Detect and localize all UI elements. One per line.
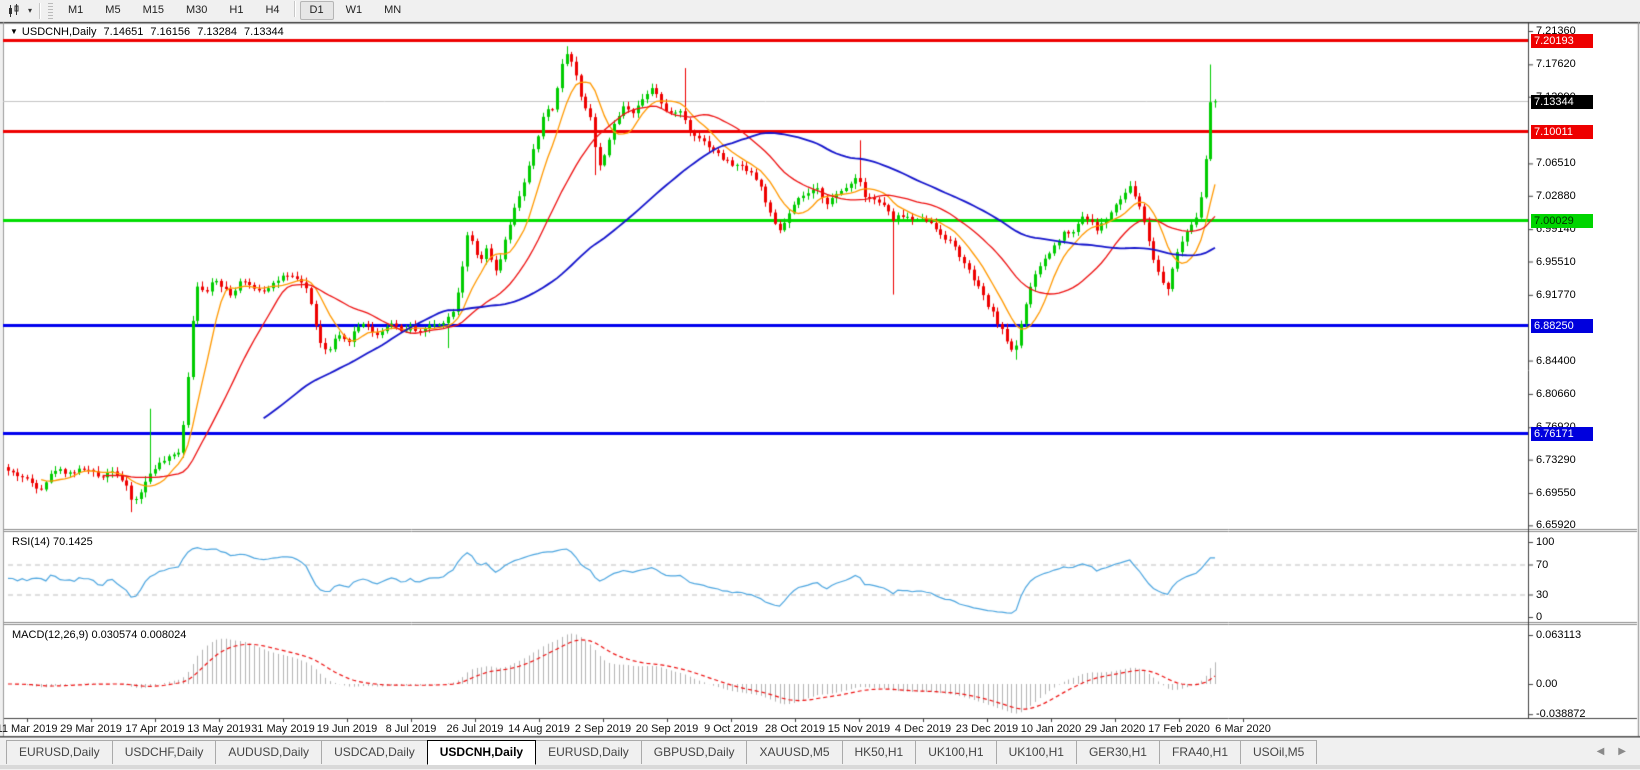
date-tick-label: 19 Jun 2019 [316, 723, 378, 735]
timeframe-button-h4[interactable]: H4 [265, 4, 280, 16]
date-tick-label: 29 Jan 2020 [1084, 723, 1146, 735]
tab-ger30-h1[interactable]: GER30,H1 [1075, 740, 1160, 764]
price-tick-label: 6.69550 [1536, 486, 1576, 499]
timeframe-button-w1[interactable]: W1 [345, 4, 363, 16]
tab-uk100-h1[interactable]: UK100,H1 [915, 740, 997, 764]
rsi-tick-label: 100 [1536, 536, 1555, 548]
price-tick-label: 6.91770 [1536, 288, 1576, 301]
candlestick-cursor-icon[interactable] [4, 2, 24, 19]
timeframe-toolbar: ▾ M1 M5 M15 M30 H1 H4 D1 W1 MN [0, 0, 1640, 22]
resistance-line-tag: 7.20193 [1531, 34, 1593, 49]
date-tick-label: 31 May 2019 [251, 723, 315, 735]
tab-hk50-h1[interactable]: HK50,H1 [841, 740, 917, 764]
tab-audusd-daily[interactable]: AUDUSD,Daily [215, 740, 323, 764]
date-tick-label: 8 Jul 2019 [385, 723, 437, 735]
ohlc-high: 7.16156 [150, 26, 191, 38]
tab-fra40-h1[interactable]: FRA40,H1 [1158, 740, 1242, 764]
rsi-tick-label: 0 [1536, 611, 1543, 623]
price-tick-label: 7.21360 [1536, 25, 1576, 37]
price-tick-label: 6.65920 [1536, 519, 1576, 532]
date-tick-label: 17 Feb 2020 [1148, 723, 1210, 735]
date-tick-label: 2 Sep 2019 [574, 723, 632, 735]
support-line-tag: 6.88250 [1531, 319, 1593, 334]
tab-uk100-h1[interactable]: UK100,H1 [995, 740, 1077, 764]
date-tick-label: 15 Nov 2019 [827, 723, 891, 735]
toolbar-separator [39, 2, 41, 19]
tab-scroll-left-icon[interactable]: ◀ [1596, 746, 1605, 757]
chart-collapse-icon[interactable]: ▼ [10, 27, 18, 36]
price-tick-label: 6.73290 [1536, 453, 1576, 466]
toolbar-grip-handle[interactable] [48, 2, 53, 19]
price-tick-label: 6.84400 [1536, 354, 1576, 367]
chevron-down-icon[interactable]: ▾ [27, 6, 32, 15]
ohlc-open: 7.14651 [103, 26, 144, 38]
tab-usoil-m5[interactable]: USOil,M5 [1240, 740, 1318, 764]
date-tick-label: 28 Oct 2019 [765, 723, 825, 735]
tab-usdcnh-daily[interactable]: USDCNH,Daily [426, 740, 537, 765]
tab-scroll-arrows: ◀ ▶ [1597, 746, 1626, 757]
ohlc-low: 7.13284 [197, 26, 237, 38]
timeframe-buttons: M1 M5 M15 M30 H1 H4 D1 W1 MN [57, 1, 412, 20]
toolbar-separator [293, 1, 296, 17]
chart-tabs: EURUSD,Daily USDCHF,Daily AUDUSD,Daily USDC… [6, 740, 1318, 765]
timeframe-button-m1[interactable]: M1 [68, 4, 84, 16]
tab-xauusd-m5[interactable]: XAUUSD,M5 [746, 740, 843, 764]
timeframe-button-m30[interactable]: M30 [185, 4, 208, 16]
timeframe-button-mn[interactable]: MN [384, 4, 402, 16]
date-tick-label: 9 Oct 2019 [704, 723, 758, 735]
rsi-tick-label: 70 [1536, 558, 1549, 571]
rsi-tick-label: 30 [1536, 588, 1549, 601]
pivot-line-tag: 7.00029 [1531, 214, 1593, 229]
price-tick-label: 7.17620 [1536, 58, 1576, 71]
date-tick-label: 23 Dec 2019 [955, 723, 1019, 735]
date-tick-label: 26 Jul 2019 [446, 723, 504, 735]
tab-eurusd-daily[interactable]: EURUSD,Daily [6, 740, 113, 764]
date-tick-label: 17 Apr 2019 [125, 723, 185, 735]
date-tick-label: 14 Aug 2019 [508, 723, 570, 735]
macd-tick-label: 0.00 [1536, 678, 1558, 690]
macd-tick-label: 0.063113 [1536, 629, 1582, 641]
timeframe-button-d1[interactable]: D1 [299, 1, 334, 20]
date-tick-label: 20 Sep 2019 [635, 723, 699, 735]
price-tick-label: 7.02880 [1536, 189, 1576, 202]
date-tick-label: 10 Jan 2020 [1020, 723, 1082, 735]
price-tick-label: 6.95510 [1536, 255, 1576, 268]
date-tick-label: 11 Mar 2019 [0, 723, 58, 735]
tab-gbpusd-daily[interactable]: GBPUSD,Daily [640, 740, 748, 764]
ohlc-close: 7.13344 [244, 26, 284, 38]
timeframe-button-m5[interactable]: M5 [105, 4, 121, 16]
tab-usdcad-daily[interactable]: USDCAD,Daily [321, 740, 428, 764]
date-tick-label: 4 Dec 2019 [894, 723, 952, 735]
chart-title: USDCNH,Daily [21, 26, 97, 38]
resistance-line-tag: 7.10011 [1531, 125, 1593, 140]
timeframe-button-h1[interactable]: H1 [229, 4, 244, 16]
tab-scroll-right-icon[interactable]: ▶ [1618, 746, 1626, 757]
macd-tick-label: -0.038872 [1536, 708, 1586, 720]
macd-label: MACD(12,26,9) 0.030574 0.008024 [12, 629, 187, 641]
bid-price-line-tag: 7.13344 [1531, 95, 1593, 110]
price-tick-label: 7.06510 [1536, 157, 1576, 170]
timeframe-button-m15[interactable]: M15 [142, 4, 164, 16]
tab-usdchf-daily[interactable]: USDCHF,Daily [111, 740, 217, 764]
chart-tab-bar: EURUSD,Daily USDCHF,Daily AUDUSD,Daily USDC… [0, 737, 1640, 770]
chart-header: ▼ USDCNH,Daily 7.14651 7.16156 7.13284 7.… [10, 26, 288, 38]
date-tick-label: 29 Mar 2019 [60, 723, 122, 735]
price-tick-label: 6.80660 [1536, 387, 1576, 400]
tab-eurusd-daily[interactable]: EURUSD,Daily [535, 740, 642, 764]
rsi-label: RSI(14) 70.1425 [12, 536, 93, 548]
date-tick-label: 13 May 2019 [187, 723, 251, 735]
date-tick-label: 6 Mar 2020 [1215, 723, 1271, 735]
window-bottom-edge [0, 765, 1640, 769]
support-line-tag: 6.76171 [1531, 426, 1593, 441]
